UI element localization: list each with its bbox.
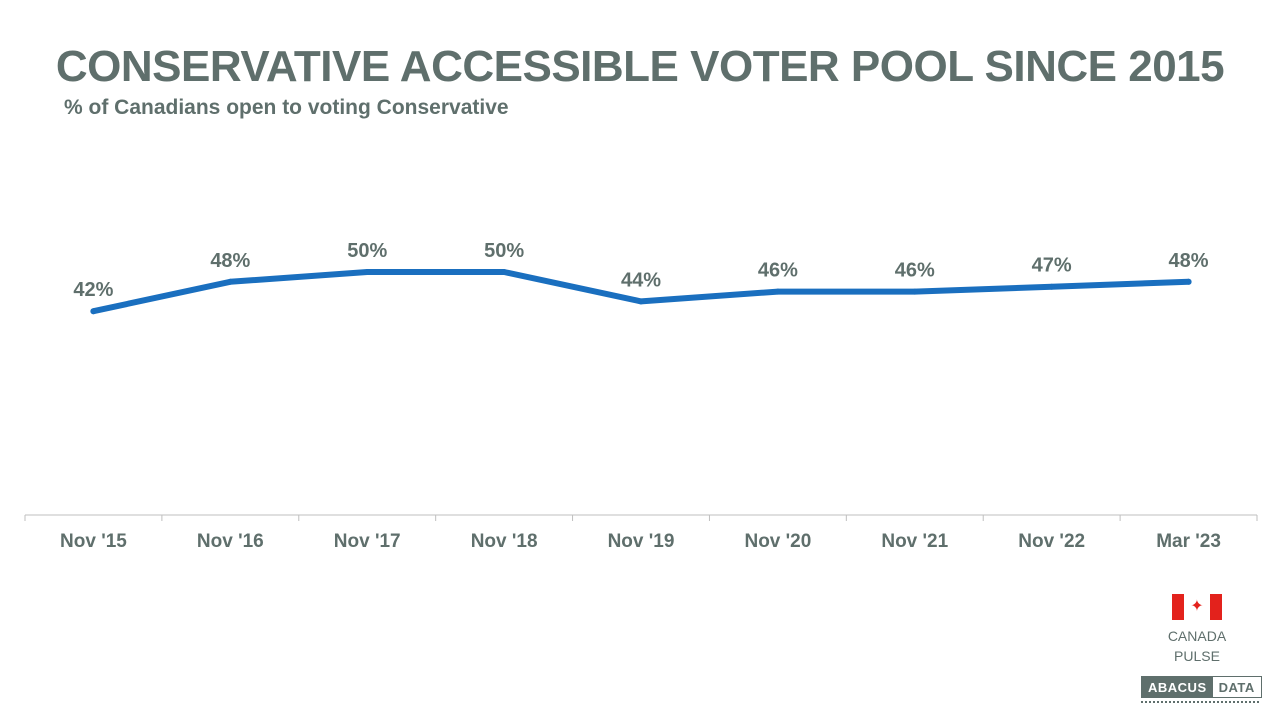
data-point xyxy=(1185,278,1192,285)
data-label: 44% xyxy=(621,269,661,291)
data-point xyxy=(911,288,918,295)
data-label: 47% xyxy=(1032,255,1072,277)
canada-pulse-badge: ✦ CANADA PULSE xyxy=(1150,594,1244,666)
chart-title: CONSERVATIVE ACCESSIBLE VOTER POOL SINCE… xyxy=(55,42,1225,91)
x-tick-label: Nov '18 xyxy=(471,531,538,552)
logo-left-text: ABACUS xyxy=(1142,677,1213,697)
x-tick-label: Nov '19 xyxy=(608,531,675,552)
canada-flag-icon: ✦ xyxy=(1172,594,1222,620)
data-label: 48% xyxy=(1169,250,1209,272)
data-label: 46% xyxy=(895,260,935,282)
logo-underline xyxy=(1141,699,1259,703)
x-tick-label: Nov '15 xyxy=(60,531,127,552)
x-tick-label: Nov '20 xyxy=(744,531,811,552)
x-tick-label: Nov '22 xyxy=(1018,531,1085,552)
logo-right-text: DATA xyxy=(1212,677,1261,697)
data-label: 42% xyxy=(73,279,113,301)
x-tick-label: Nov '17 xyxy=(334,531,401,552)
x-tick-label: Nov '16 xyxy=(197,531,264,552)
pulse-line-1: CANADA xyxy=(1167,628,1227,644)
x-tick-label: Mar '23 xyxy=(1156,531,1221,552)
abacus-data-logo: ABACUS DATA xyxy=(1141,676,1262,698)
data-point xyxy=(774,288,781,295)
pulse-line-2: PULSE xyxy=(1174,648,1220,664)
chart-subtitle: % of Canadians open to voting Conservati… xyxy=(64,96,509,119)
data-label: 46% xyxy=(758,260,798,282)
data-point xyxy=(638,298,644,305)
data-point xyxy=(90,308,97,315)
data-point xyxy=(1048,283,1055,290)
data-label: 50% xyxy=(484,240,524,262)
data-point xyxy=(364,269,371,275)
data-point xyxy=(227,278,234,285)
data-label: 48% xyxy=(210,250,250,272)
data-point xyxy=(501,269,508,275)
x-tick-label: Nov '21 xyxy=(881,531,948,552)
data-label: 50% xyxy=(347,240,387,262)
